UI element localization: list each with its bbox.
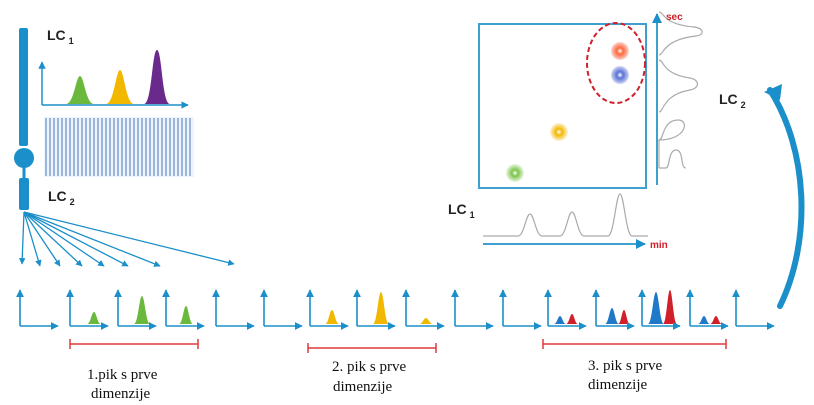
lc2-chromatogram (499, 289, 542, 330)
lc2-chromatogram (544, 289, 587, 330)
spot-blue (611, 66, 629, 84)
contour-plot (478, 22, 647, 189)
curved-arrow (767, 87, 805, 309)
group-brackets (69, 339, 727, 353)
transfer-arrow (23, 211, 161, 267)
lc2-label-right: LC 2 (719, 91, 746, 110)
lc2-chromatogram (451, 289, 494, 330)
lc1-label-bottom: LC 1 (448, 201, 475, 220)
transfer-arrow (23, 211, 61, 267)
fraction-lines (44, 117, 194, 177)
transfer-arrow (18, 211, 26, 265)
lc2-chromatogram (686, 289, 729, 330)
lc2-chromatogram (260, 289, 303, 330)
group1-line1: 1.pik s prve (87, 367, 158, 383)
peak-yellow (106, 70, 134, 104)
highlight-ellipse (586, 22, 646, 104)
spot-green (506, 164, 524, 182)
transfer-arrow (23, 211, 235, 266)
transfer-arrow (23, 211, 42, 267)
lc2-trace (652, 11, 703, 185)
lc2-chromatogram (212, 289, 255, 330)
group2-line2: dimenzije (333, 379, 392, 395)
lc2-label-left: LC 2 (48, 188, 75, 207)
lc2-chromatogram (16, 289, 59, 330)
curved-arrow-head (764, 84, 782, 100)
spot-red (611, 42, 629, 60)
peak-green (66, 76, 94, 104)
group2-line1: 2. pik s prve (332, 359, 407, 375)
lc1-chromatogram (38, 50, 189, 109)
peak-purple (144, 50, 170, 104)
lc2-chromatogram (114, 289, 157, 330)
lc2-chromatogram (66, 289, 109, 330)
transfer-arrow (23, 211, 129, 267)
spot-yellow (550, 123, 568, 141)
lc2-chromatogram-row (16, 289, 775, 330)
lc2-chromatogram (592, 289, 635, 330)
transfer-arrow (23, 211, 83, 267)
lc1-bottom-trace (483, 193, 648, 249)
transfer-arrow (23, 211, 105, 267)
lc2-chromatogram (638, 289, 681, 330)
transfer-arrows (18, 211, 235, 267)
lc2-chromatogram (402, 289, 445, 330)
sec-axis-label: sec (666, 12, 683, 23)
lc2-column (19, 178, 29, 210)
group3-line1: 3. pik s prve (588, 358, 663, 374)
lc2-chromatogram (353, 289, 396, 330)
min-axis-label: min (650, 240, 668, 251)
lc1-column (19, 28, 28, 146)
group3-line2: dimenzije (588, 377, 647, 393)
lc2-chromatogram (162, 289, 205, 330)
group1-line2: dimenzije (91, 386, 150, 402)
lc2-chromatogram (306, 289, 349, 330)
lc1-label: LC 1 (47, 27, 74, 46)
lc2-chromatogram (732, 289, 775, 330)
valve (14, 148, 34, 168)
